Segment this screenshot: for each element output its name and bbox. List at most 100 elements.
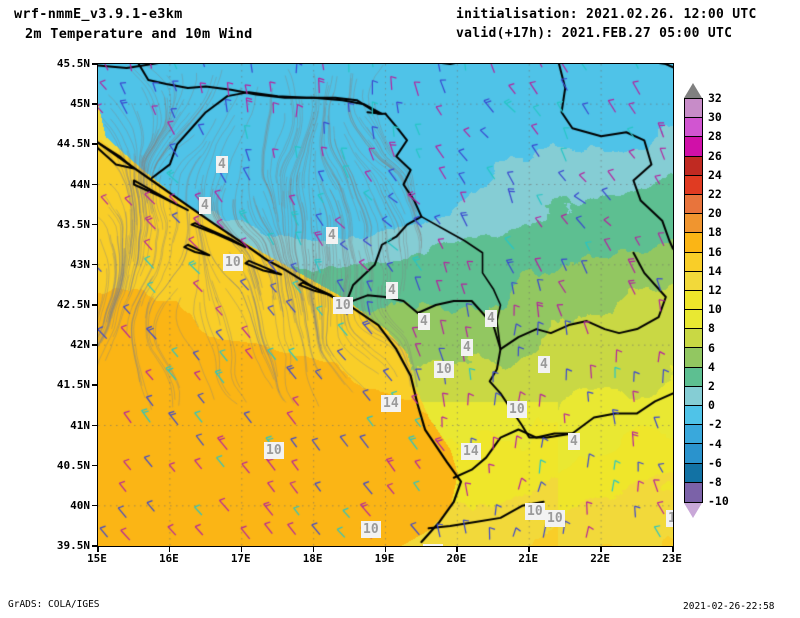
field-description-title: 2m Temperature and 10m Wind (25, 26, 253, 42)
longitude-tick-label: 18E (302, 552, 323, 565)
contour-value-label: 4 (485, 310, 497, 327)
colorbar-swatch (685, 463, 702, 483)
colorbar-swatch (685, 386, 702, 406)
longitude-tick-mark (168, 547, 171, 552)
temperature-colorbar: 32 30 28 26 24 22 20 18 16 14 12 10 8 6 4 2 0 -2 -4 -6 -8 -10 (684, 80, 784, 540)
initialisation-time: initialisation: 2021.02.26. 12:00 UTC (456, 7, 757, 22)
colorbar-tick-label: 8 (708, 321, 715, 336)
contour-value-label: 10 (434, 361, 454, 378)
grads-credit: GrADS: COLA/IGES (8, 599, 100, 610)
colorbar-tick-label: 30 (708, 110, 722, 125)
colorbar-tick-label: 32 (708, 91, 722, 105)
colorbar-tick-label: -4 (708, 436, 722, 451)
latitude-tick-label: 44N (70, 177, 90, 191)
colorbar-tick-label: -10 (708, 494, 729, 509)
colorbar-swatch (685, 444, 702, 464)
latitude-tick-mark (92, 464, 97, 467)
colorbar-swatch (685, 425, 702, 445)
map-plot-area[interactable]: 4410441044410414104101410101010101014101… (97, 63, 674, 547)
colorbar-swatch-stack (684, 98, 703, 504)
colorbar-tick-label: 16 (708, 244, 722, 259)
contour-value-label: 10 (666, 510, 673, 527)
colorbar-tick-label: 12 (708, 283, 722, 297)
contour-value-label: 4 (216, 156, 228, 173)
latitude-tick-label: 43N (70, 257, 90, 271)
longitude-tick-mark (240, 547, 243, 552)
latitude-tick-mark (92, 223, 97, 226)
colorbar-swatch (685, 329, 702, 349)
latitude-tick-mark (92, 103, 97, 105)
latitude-tick-label: 45.5N (56, 57, 90, 70)
colorbar-swatch (685, 137, 702, 157)
latitude-tick-label: 42.5N (56, 298, 90, 311)
colorbar-tick-label: -6 (708, 455, 722, 470)
longitude-tick-label: 15E (87, 552, 107, 565)
colorbar-swatch (685, 290, 702, 311)
longitude-tick-label: 16E (158, 552, 179, 565)
contour-value-label: 4 (461, 339, 473, 356)
latitude-tick-label: 42N (70, 338, 90, 352)
latitude-tick-mark (92, 304, 97, 306)
latitude-tick-label: 44.5N (56, 137, 90, 151)
latitude-tick-label: 40N (70, 498, 90, 512)
contour-value-label: 10 (333, 297, 353, 314)
contour-value-label: 4 (386, 282, 398, 299)
colorbar-tick-label: -8 (708, 475, 722, 489)
longitude-tick-label: 23E (662, 552, 682, 565)
latitude-tick-label: 41.5N (56, 378, 90, 392)
longitude-tick-mark (528, 547, 530, 552)
latitude-tick-label: 45N (70, 97, 90, 111)
colorbar-swatch (685, 233, 702, 253)
colorbar-bottom-cap-icon (684, 503, 702, 519)
colorbar-tick-label: -2 (708, 417, 722, 432)
latitude-tick-label: 40.5N (56, 458, 90, 472)
latitude-tick-mark (92, 63, 97, 65)
colorbar-tick-label: 26 (708, 148, 722, 163)
colorbar-swatch (685, 406, 702, 426)
latitude-tick-mark (92, 384, 97, 386)
colorbar-tick-label: 10 (708, 302, 722, 317)
longitude-tick-label: 20E (446, 552, 467, 565)
colorbar-swatch (685, 99, 702, 119)
colorbar-swatch (685, 156, 702, 176)
longitude-tick-label: 22E (590, 552, 611, 565)
colorbar-swatch (685, 367, 702, 387)
colorbar-tick-label: 4 (708, 359, 715, 374)
colorbar-swatch (685, 482, 702, 502)
contour-value-label: 10 (264, 442, 284, 459)
contour-value-label: 10 (545, 510, 565, 527)
longitude-tick-mark (97, 547, 99, 552)
temperature-wind-field (98, 64, 673, 546)
contour-value-label: 10 (525, 503, 545, 520)
latitude-tick-mark (92, 143, 97, 145)
contour-value-label: 4 (418, 313, 430, 330)
colorbar-swatch (685, 118, 702, 138)
model-name-title: wrf-nmmE_v3.9.1-e3km (14, 6, 183, 22)
latitude-tick-label: 43.5N (56, 217, 90, 231)
colorbar-top-cap-icon (684, 83, 702, 98)
latitude-tick-label: 39.5N (56, 539, 90, 552)
colorbar-tick-label: 22 (708, 187, 722, 201)
contour-value-label: 14 (461, 443, 481, 460)
contour-value-label: 10 (423, 544, 443, 546)
longitude-tick-label: 19E (374, 552, 395, 565)
latitude-tick-mark (92, 424, 97, 426)
colorbar-swatch (685, 175, 702, 195)
contour-value-label: 10 (361, 521, 381, 538)
longitude-tick-mark (456, 547, 458, 552)
colorbar-tick-label: 14 (708, 263, 722, 278)
colorbar-swatch (685, 348, 702, 368)
latitude-tick-mark (92, 183, 97, 185)
contour-value-label: 4 (199, 197, 211, 214)
contour-value-label: 4 (326, 227, 338, 244)
colorbar-swatch (685, 194, 702, 215)
latitude-tick-mark (92, 344, 97, 346)
longitude-tick-mark (672, 547, 674, 552)
contour-value-label: 4 (538, 356, 550, 373)
colorbar-tick-label: 18 (708, 225, 722, 240)
colorbar-tick-label: 20 (708, 206, 722, 221)
contour-value-label: 14 (381, 395, 401, 412)
colorbar-swatch (685, 252, 702, 272)
render-timestamp: 2021-02-26-22:58 (683, 601, 775, 612)
valid-time: valid(+17h): 2021.FEB.27 05:00 UTC (456, 26, 733, 41)
